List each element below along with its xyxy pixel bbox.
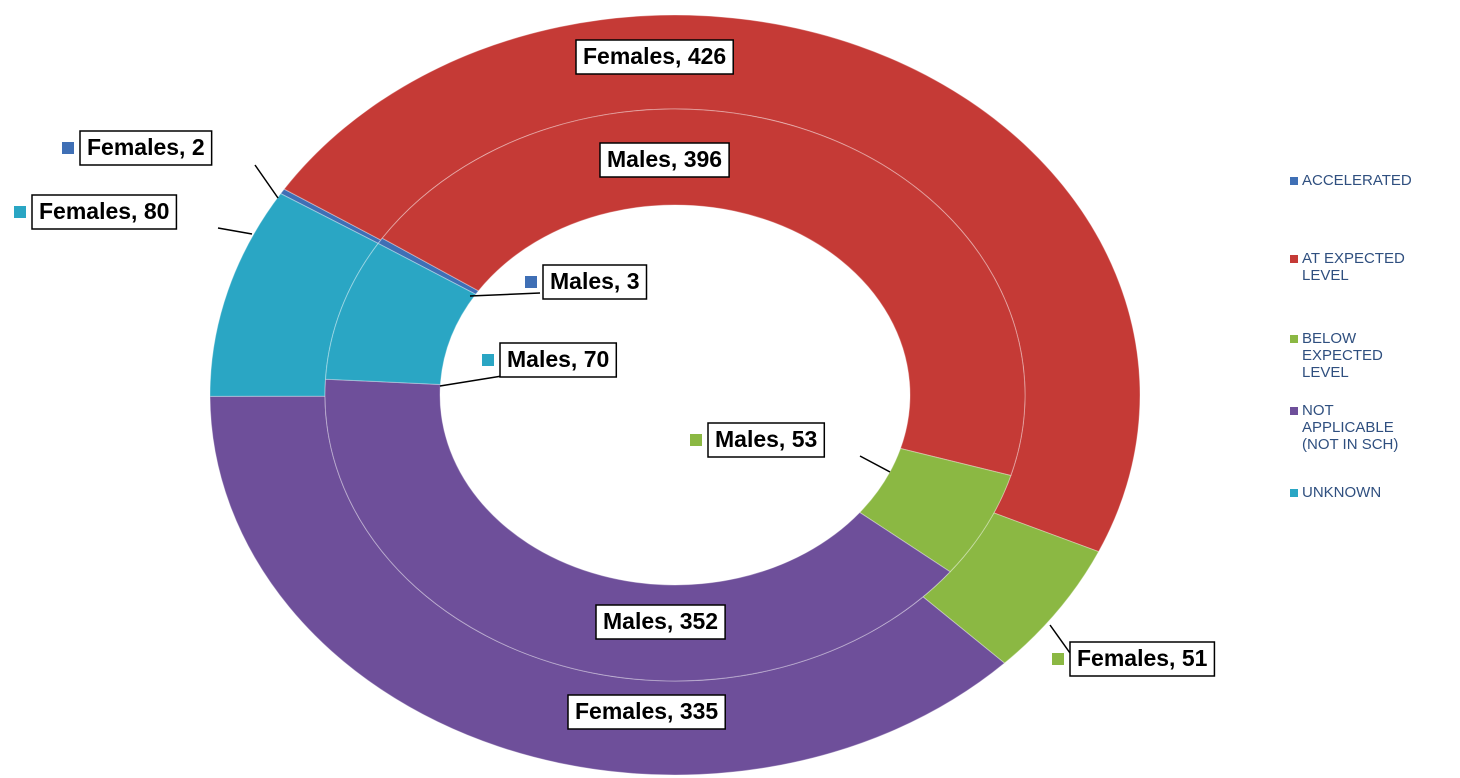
data-label: Males, 3 xyxy=(550,268,640,294)
legend-item: BELOW EXPECTED LEVEL xyxy=(1290,330,1410,381)
label-box xyxy=(599,142,730,178)
label-marker xyxy=(62,142,74,154)
label-box xyxy=(575,39,734,75)
label-box xyxy=(707,422,826,458)
label-box xyxy=(567,694,726,730)
leader-line xyxy=(469,292,541,297)
legend-swatch xyxy=(1290,177,1298,185)
label-marker xyxy=(690,434,702,446)
label-box xyxy=(79,130,213,166)
leader-line xyxy=(859,455,891,473)
legend-item: AT EXPECTED LEVEL xyxy=(1290,250,1410,284)
label-box xyxy=(542,264,648,300)
slice xyxy=(377,237,480,295)
data-label: Males, 70 xyxy=(507,346,609,372)
data-label: Males, 396 xyxy=(607,146,722,172)
slice xyxy=(324,378,951,682)
leader-line xyxy=(439,375,503,387)
slice xyxy=(209,395,1006,776)
legend-swatch xyxy=(1290,255,1298,263)
data-label: Females, 2 xyxy=(87,134,205,160)
legend-swatch xyxy=(1290,489,1298,497)
label-marker xyxy=(578,616,590,628)
legend-label: ACCELERATED xyxy=(1302,172,1412,189)
label-box xyxy=(499,342,618,378)
legend-label: AT EXPECTED LEVEL xyxy=(1302,250,1405,284)
label-box xyxy=(595,604,726,640)
label-marker xyxy=(582,154,594,166)
legend-label: UNKNOWN xyxy=(1302,484,1382,501)
legend-item: UNKNOWN xyxy=(1290,484,1410,501)
leader-line xyxy=(254,164,279,199)
legend-item: ACCELERATED xyxy=(1290,172,1412,189)
label-box xyxy=(31,194,178,230)
label-marker xyxy=(550,706,562,718)
data-label: Females, 80 xyxy=(39,198,169,224)
data-label: Females, 335 xyxy=(575,698,718,724)
data-label: Females, 51 xyxy=(1077,645,1208,671)
data-label: Males, 53 xyxy=(715,426,817,452)
label-marker xyxy=(525,276,537,288)
slice xyxy=(325,242,477,386)
legend-label: BELOW EXPECTED LEVEL xyxy=(1302,330,1383,381)
data-label: Males, 352 xyxy=(603,608,718,634)
data-label: Females, 426 xyxy=(583,43,726,69)
label-marker xyxy=(14,206,26,218)
legend-label: NOT APPLICABLE (NOT IN SCH) xyxy=(1302,402,1399,453)
leader-line xyxy=(217,227,253,235)
legend-item: NOT APPLICABLE (NOT IN SCH) xyxy=(1290,402,1410,453)
label-marker xyxy=(558,51,570,63)
legend-swatch xyxy=(1290,335,1298,343)
legend-swatch xyxy=(1290,407,1298,415)
label-marker xyxy=(1052,653,1064,665)
label-marker xyxy=(482,354,494,366)
slice xyxy=(381,108,1026,477)
label-box xyxy=(1069,641,1216,677)
